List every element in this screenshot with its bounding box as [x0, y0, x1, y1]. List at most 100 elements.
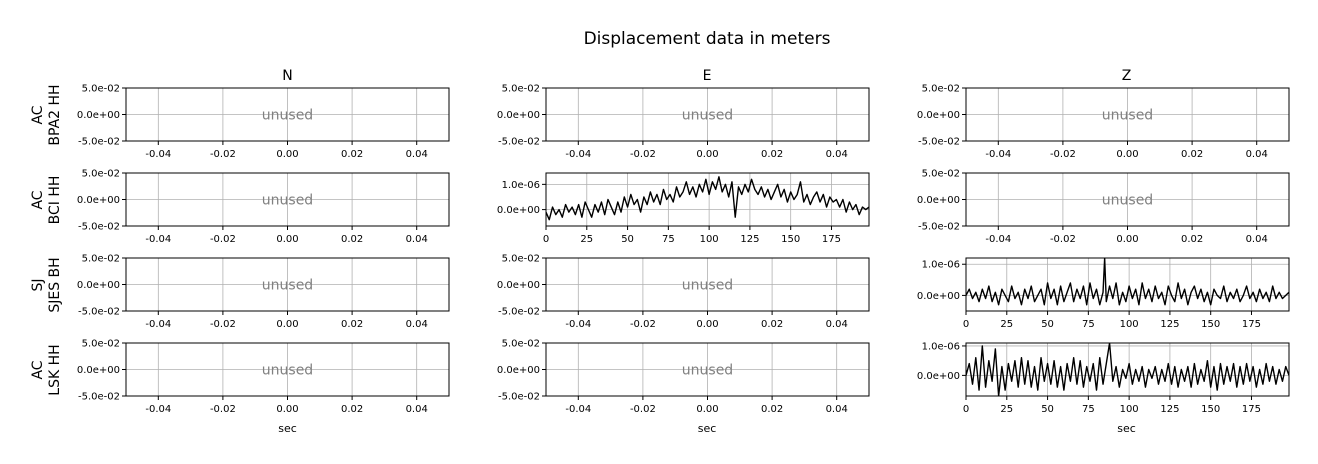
panels: -0.04 -0.02 0.00 0.02 0.04 5.0e-02 0.0e+00 -5.0… — [77, 84, 1290, 415]
y-tick-label: 0.0e+00 — [917, 195, 960, 206]
row-label-3: AC LSK HH — [30, 344, 63, 395]
x-tick-label: -0.02 — [630, 404, 656, 415]
y-tick-label: -5.0e-02 — [78, 137, 120, 148]
x-tick-label: -0.04 — [985, 234, 1011, 245]
x-tick-label: 175 — [822, 234, 841, 245]
row-network-label: AC — [30, 190, 46, 209]
x-tick-label: 25 — [1000, 404, 1013, 415]
x-tick-label: 25 — [580, 234, 593, 245]
panel-1-z: -0.04 -0.02 0.00 0.02 0.04 5.0e-02 0.0e+00 -5.0… — [917, 169, 1290, 245]
y-tick-label: 5.0e-02 — [82, 339, 120, 350]
row-label-2: SJ SJES BH — [30, 257, 63, 312]
x-axis-label-n: sec — [278, 422, 297, 435]
x-tick-label: 0.00 — [276, 404, 298, 415]
x-tick-label: -0.04 — [565, 319, 591, 330]
x-tick-label: 0.04 — [826, 404, 848, 415]
x-tick-label: 175 — [1242, 404, 1261, 415]
x-tick-label: 0.02 — [341, 319, 363, 330]
y-tick-label: 5.0e-02 — [922, 84, 960, 95]
x-tick-label: 0.04 — [826, 149, 848, 160]
x-tick-label: 0.02 — [761, 149, 783, 160]
row-station-label: BCI HH — [47, 176, 63, 225]
panel-2-z: 0 25 50 75 100 125 150 175 1.0e-06 0.0e+00 — [917, 257, 1290, 330]
axes-frame — [965, 342, 1290, 397]
x-tick-label: -0.02 — [210, 404, 236, 415]
x-tick-label: 0 — [963, 319, 969, 330]
x-tick-label: 0.00 — [276, 319, 298, 330]
row-label-0: AC BPA2 HH — [30, 84, 63, 145]
y-tick-label: -5.0e-02 — [78, 307, 120, 318]
trace-line — [966, 343, 1289, 396]
unused-label: unused — [1102, 193, 1153, 209]
x-tick-label: 100 — [1120, 404, 1139, 415]
x-tick-label: -0.04 — [145, 149, 171, 160]
y-tick-label: 1.0e-06 — [502, 180, 540, 191]
unused-label: unused — [682, 278, 733, 294]
panel-3-z: 0 25 50 75 100 125 150 175 1.0e-06 0.0e+00 — [917, 341, 1290, 415]
x-tick-label: 150 — [1201, 404, 1220, 415]
y-tick-label: 0.0e+00 — [497, 280, 540, 291]
x-tick-label: 0.00 — [276, 149, 298, 160]
x-tick-label: 125 — [740, 234, 759, 245]
panel-1-e: 0 25 50 75 100 125 150 175 1.0e-06 0.0e+00 — [497, 172, 870, 245]
x-tick-label: -0.02 — [210, 319, 236, 330]
x-tick-label: 0 — [963, 404, 969, 415]
y-tick-label: -5.0e-02 — [498, 392, 540, 403]
x-tick-label: 0.02 — [761, 319, 783, 330]
y-tick-label: 1.0e-06 — [922, 260, 960, 271]
y-tick-label: 0.0e+00 — [497, 110, 540, 121]
x-tick-label: -0.02 — [1050, 234, 1076, 245]
x-tick-label: 0.04 — [826, 319, 848, 330]
x-tick-label: 0.02 — [761, 404, 783, 415]
y-tick-label: 0.0e+00 — [77, 365, 120, 376]
column-title-n: N — [282, 68, 292, 84]
x-axis-label-e: sec — [698, 422, 717, 435]
column-title-z: Z — [1122, 68, 1132, 84]
x-tick-label: 0.00 — [696, 319, 718, 330]
column-title-e: E — [703, 68, 712, 84]
panel-0-e: -0.04 -0.02 0.00 0.02 0.04 5.0e-02 0.0e+00 -5.0… — [497, 84, 870, 160]
x-tick-label: 125 — [1160, 319, 1179, 330]
row-label-1: AC BCI HH — [30, 176, 63, 225]
x-tick-label: 50 — [621, 234, 634, 245]
row-network-label: AC — [30, 360, 46, 379]
x-tick-label: -0.04 — [565, 149, 591, 160]
trace-line — [966, 258, 1289, 306]
x-tick-label: 75 — [1082, 319, 1095, 330]
x-tick-label: 0.00 — [276, 234, 298, 245]
x-tick-label: -0.04 — [145, 234, 171, 245]
y-tick-label: 5.0e-02 — [82, 254, 120, 265]
unused-label: unused — [682, 108, 733, 124]
trace-line — [546, 176, 869, 221]
unused-label: unused — [262, 193, 313, 209]
x-tick-label: 125 — [1160, 404, 1179, 415]
x-tick-label: -0.04 — [985, 149, 1011, 160]
y-tick-label: -5.0e-02 — [498, 137, 540, 148]
x-tick-label: 0.02 — [341, 234, 363, 245]
y-tick-label: -5.0e-02 — [498, 307, 540, 318]
x-tick-label: 0.04 — [406, 404, 428, 415]
panel-1-n: -0.04 -0.02 0.00 0.02 0.04 5.0e-02 0.0e+00 -5.0… — [77, 169, 450, 245]
x-tick-label: -0.04 — [565, 404, 591, 415]
x-tick-label: 175 — [1242, 319, 1261, 330]
x-tick-label: 0.04 — [1246, 149, 1268, 160]
x-tick-label: 0.04 — [1246, 234, 1268, 245]
unused-label: unused — [262, 363, 313, 379]
row-station-label: BPA2 HH — [47, 84, 63, 145]
x-tick-label: -0.02 — [630, 319, 656, 330]
row-station-label: LSK HH — [47, 344, 63, 395]
x-tick-label: 75 — [1082, 404, 1095, 415]
panel-2-n: -0.04 -0.02 0.00 0.02 0.04 5.0e-02 0.0e+00 -5.0… — [77, 254, 450, 330]
panel-3-n: -0.04 -0.02 0.00 0.02 0.04 5.0e-02 0.0e+00 -5.0… — [77, 339, 450, 415]
y-tick-label: 5.0e-02 — [82, 169, 120, 180]
x-axis-label-z: sec — [1117, 422, 1136, 435]
x-tick-label: 0.02 — [341, 149, 363, 160]
y-tick-label: 0.0e+00 — [917, 291, 960, 302]
x-tick-label: -0.04 — [145, 319, 171, 330]
y-tick-label: 5.0e-02 — [502, 339, 540, 350]
y-tick-label: 0.0e+00 — [497, 365, 540, 376]
y-tick-label: -5.0e-02 — [918, 222, 960, 233]
unused-label: unused — [1102, 108, 1153, 124]
x-tick-label: -0.02 — [1050, 149, 1076, 160]
x-tick-label: 150 — [781, 234, 800, 245]
